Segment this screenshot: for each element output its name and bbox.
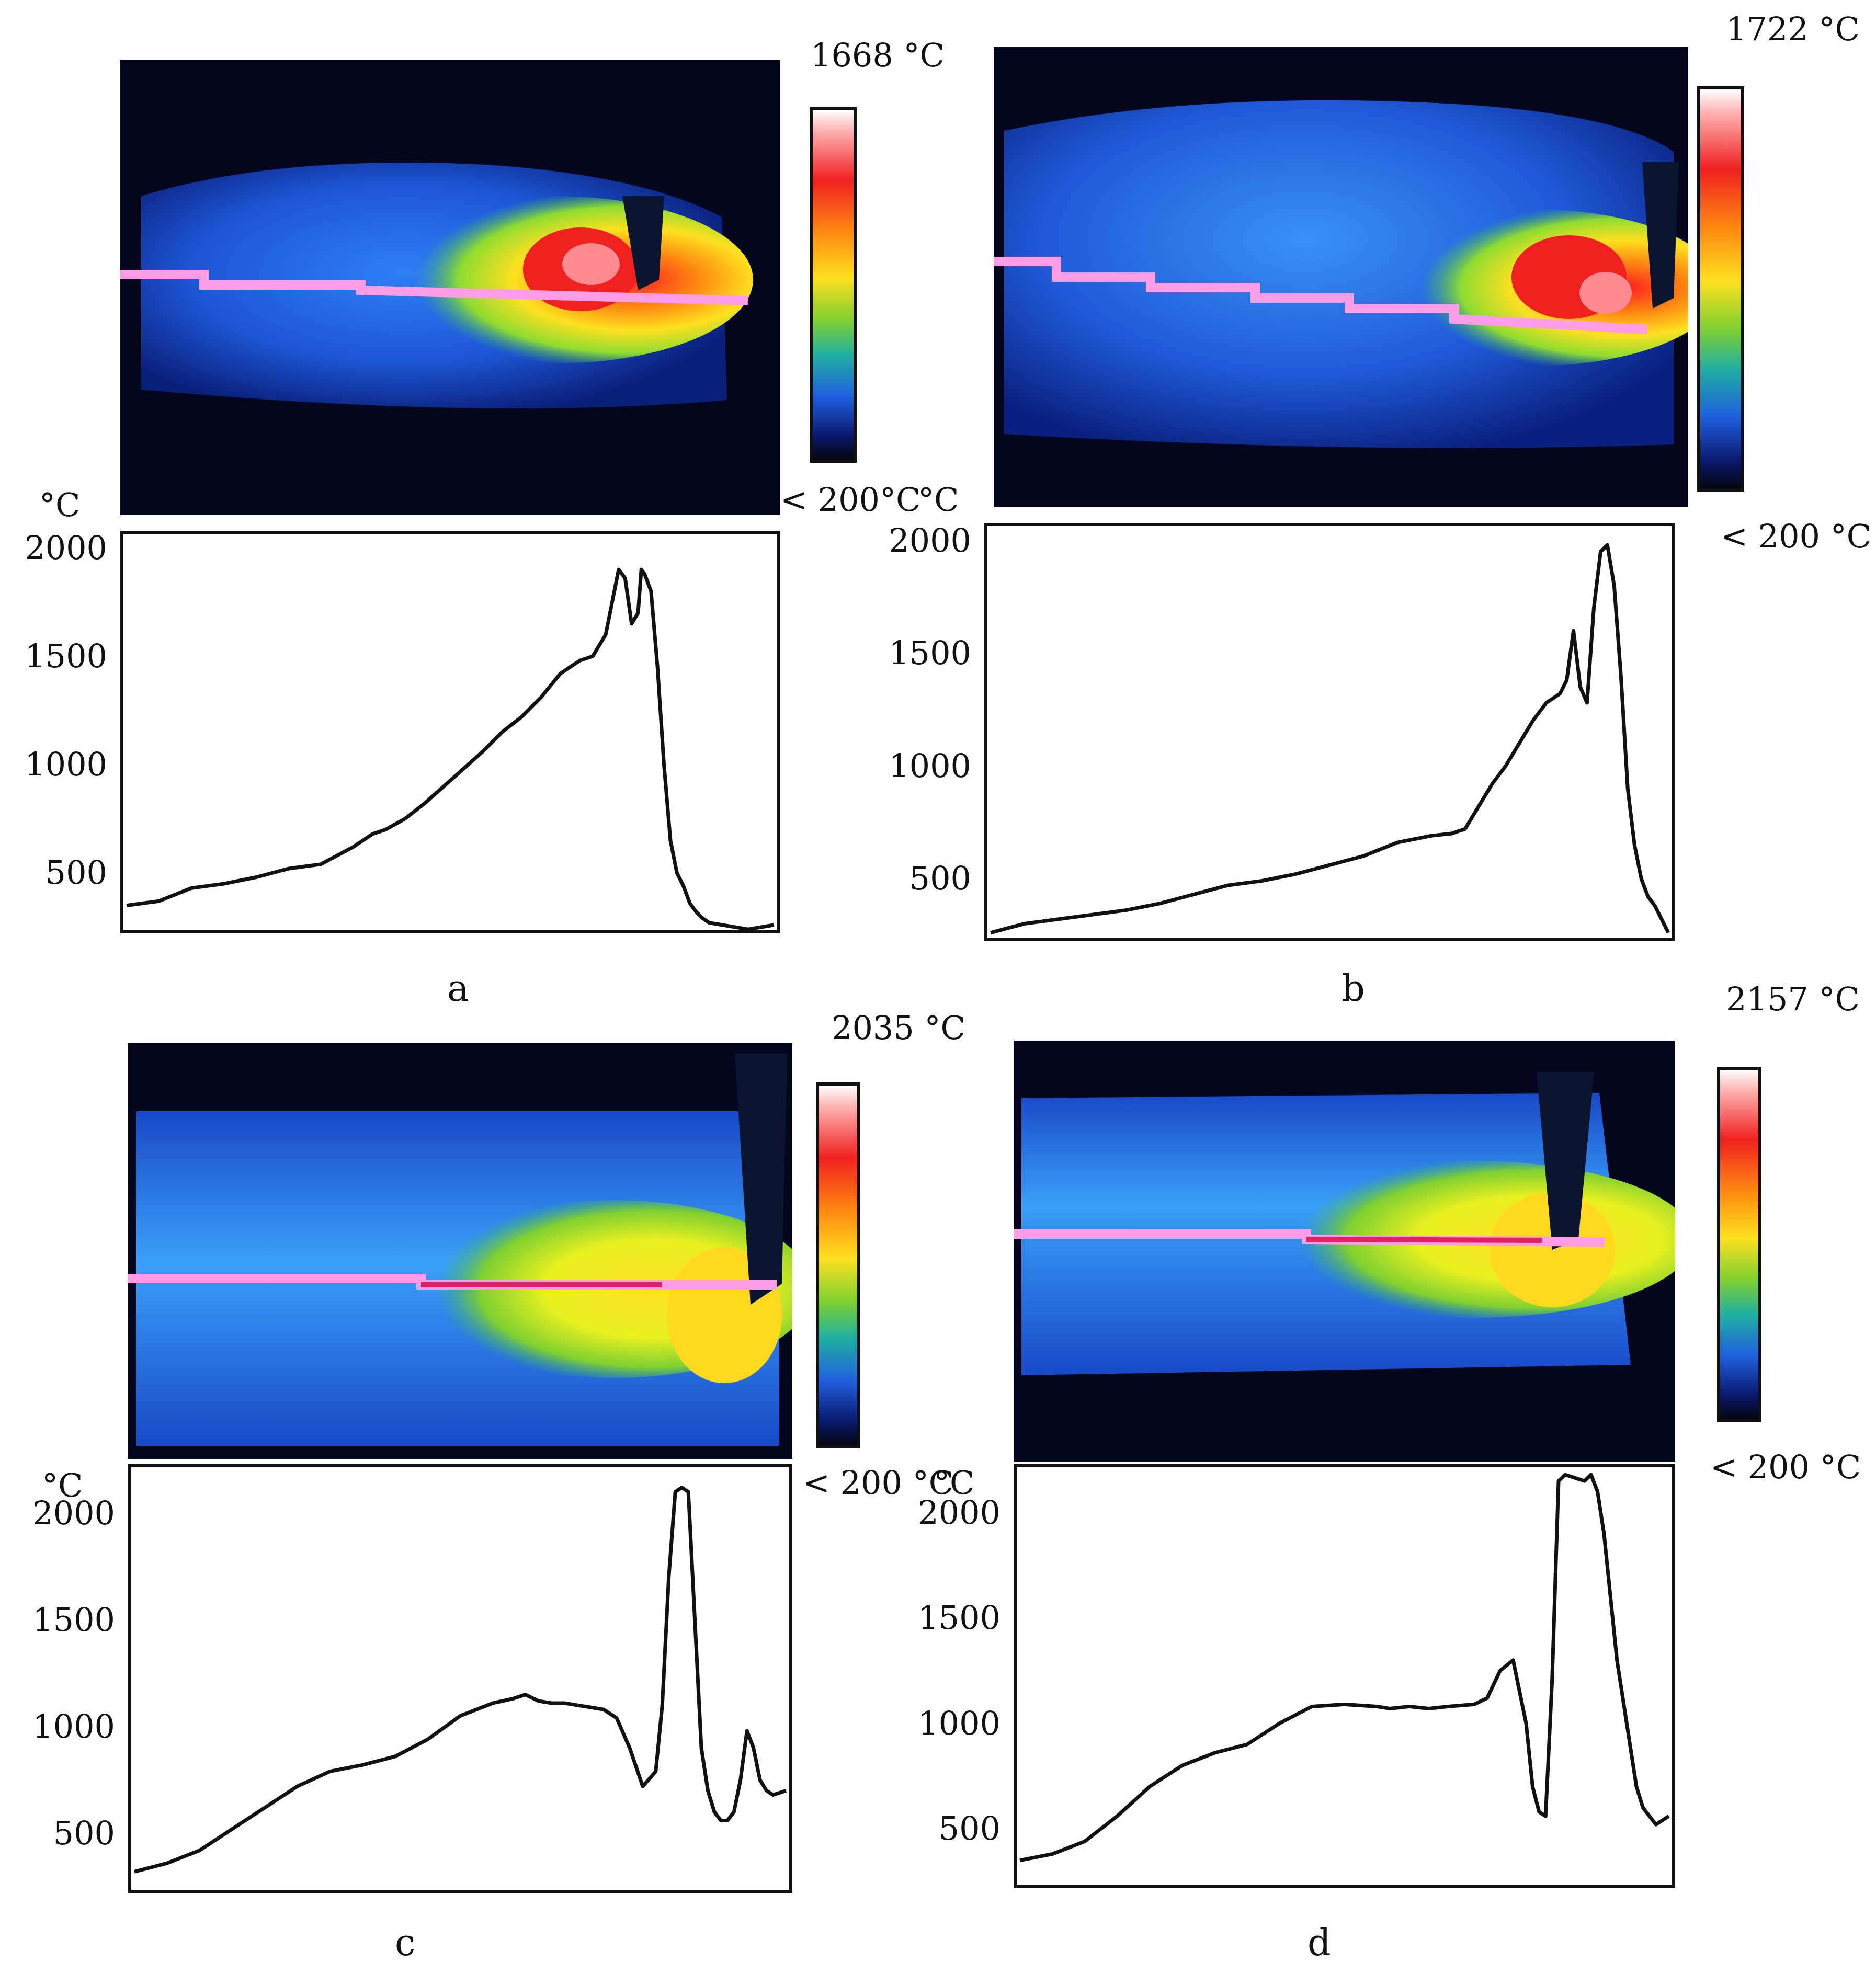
series-line-a-0 bbox=[126, 567, 775, 931]
ytick-label-c: 1000 bbox=[32, 1707, 115, 1745]
ytick-label-d: 2000 bbox=[918, 1493, 1000, 1532]
thermal-image-a bbox=[120, 60, 780, 515]
colorbar-b bbox=[1697, 86, 1744, 492]
thermal-image-d bbox=[1014, 1041, 1675, 1462]
yaxis-unit-a: °C bbox=[39, 486, 81, 524]
chart-svg-b bbox=[984, 523, 1675, 941]
min-temp-unit-a: °C bbox=[918, 481, 959, 519]
ytick-label-c: 2000 bbox=[32, 1493, 115, 1532]
plot-frame-a bbox=[120, 531, 780, 933]
ytick-label-c: 1500 bbox=[32, 1600, 115, 1639]
plot-a bbox=[120, 531, 780, 933]
ytick-label-d: 500 bbox=[938, 1809, 1000, 1848]
min-temp-unit-c: °C bbox=[934, 1464, 975, 1502]
colorbar-d bbox=[1717, 1067, 1761, 1422]
yaxis-unit-c: °C bbox=[42, 1466, 83, 1504]
ytick-label-a: 2000 bbox=[25, 528, 107, 567]
series-line-d-0 bbox=[1019, 1473, 1670, 1863]
plot-d bbox=[1014, 1464, 1675, 1888]
max-temp-label-b: 1722 °C bbox=[1726, 10, 1860, 48]
min-temp-label-d: < 200 °C bbox=[1710, 1448, 1861, 1486]
ytick-label-a: 1000 bbox=[25, 745, 107, 784]
min-temp-label-b: < 200 °C bbox=[1721, 517, 1872, 555]
plot-b bbox=[984, 523, 1675, 941]
ytick-label-b: 1000 bbox=[889, 746, 971, 785]
ytick-label-c: 500 bbox=[53, 1813, 115, 1852]
ytick-label-b: 1500 bbox=[889, 634, 971, 672]
max-temp-label-c: 2035 °C bbox=[832, 1009, 965, 1047]
thermal-image-c bbox=[128, 1043, 792, 1459]
ytick-label-d: 1000 bbox=[918, 1704, 1000, 1742]
series-line-b-0 bbox=[990, 543, 1670, 935]
chart-svg-a bbox=[120, 531, 780, 933]
colorbar-a bbox=[810, 107, 857, 463]
chart-svg-d bbox=[1014, 1464, 1675, 1888]
min-temp-label-c: < 200 °C bbox=[803, 1464, 954, 1502]
ytick-label-a: 500 bbox=[45, 853, 107, 892]
plot-frame-b bbox=[984, 523, 1675, 941]
plot-frame-d bbox=[1014, 1464, 1675, 1888]
max-temp-label-d: 2157 °C bbox=[1726, 980, 1860, 1018]
colorbar-c bbox=[816, 1082, 860, 1448]
ytick-label-a: 1500 bbox=[25, 636, 107, 675]
min-temp-label-a: < 200°C bbox=[780, 481, 921, 519]
ytick-label-b: 2000 bbox=[889, 521, 971, 560]
ytick-label-b: 500 bbox=[909, 859, 971, 898]
plot-c bbox=[128, 1464, 792, 1893]
thermal-image-b bbox=[994, 47, 1688, 507]
series-line-c-0 bbox=[134, 1486, 787, 1874]
chart-svg-c bbox=[128, 1464, 792, 1893]
panel-letter-a: a bbox=[447, 967, 469, 1010]
panel-letter-b: b bbox=[1341, 967, 1365, 1010]
panel-letter-d: d bbox=[1307, 1921, 1331, 1964]
ytick-label-d: 1500 bbox=[918, 1599, 1000, 1637]
panel-letter-c: c bbox=[395, 1921, 416, 1964]
plot-frame-c bbox=[128, 1464, 792, 1893]
max-temp-label-a: 1668 °C bbox=[811, 36, 945, 74]
